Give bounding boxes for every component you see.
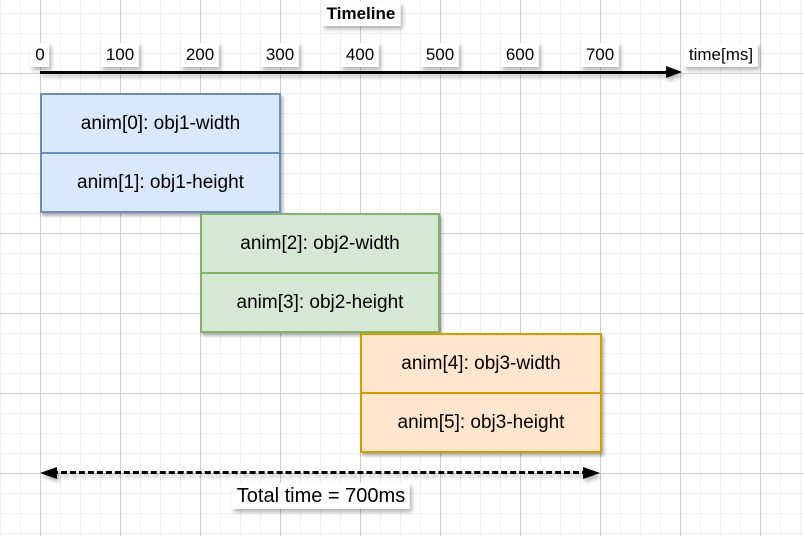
anim-bar-2: anim[2]: obj2-width: [240, 232, 400, 254]
axis-line: [40, 71, 670, 74]
axis-arrowhead-right-icon: [666, 66, 682, 78]
axis-tick-500: 500: [420, 43, 460, 67]
anim-bar-1: anim[1]: obj1-height: [42, 152, 279, 211]
axis-tick-700: 700: [580, 43, 620, 67]
axis-tick-0: 0: [30, 43, 50, 67]
total-time-label: Total time = 700ms: [231, 483, 411, 509]
anim-group-obj1: anim[0]: obj1-width anim[1]: obj1-height: [40, 93, 281, 213]
arrowhead-right-icon: [583, 467, 600, 479]
anim-group-obj3: anim[4]: obj3-width anim[5]: obj3-height: [360, 333, 602, 453]
axis-tick-100: 100: [100, 43, 140, 67]
arrowhead-left-icon: [40, 467, 57, 479]
axis-unit-label: time[ms]: [683, 43, 759, 67]
total-arrow-line: [52, 471, 588, 474]
anim-bar-3: anim[3]: obj2-height: [202, 272, 438, 331]
anim-bar-0: anim[0]: obj1-width: [80, 112, 241, 134]
diagram-title: Timeline: [321, 2, 401, 26]
axis-tick-600: 600: [500, 43, 540, 67]
axis-tick-300: 300: [260, 43, 300, 67]
axis-tick-200: 200: [180, 43, 220, 67]
axis-tick-400: 400: [340, 43, 380, 67]
anim-bar-5: anim[5]: obj3-height: [362, 392, 600, 451]
anim-group-obj2: anim[2]: obj2-width anim[3]: obj2-height: [200, 213, 440, 333]
anim-bar-4: anim[4]: obj3-width: [401, 352, 561, 374]
